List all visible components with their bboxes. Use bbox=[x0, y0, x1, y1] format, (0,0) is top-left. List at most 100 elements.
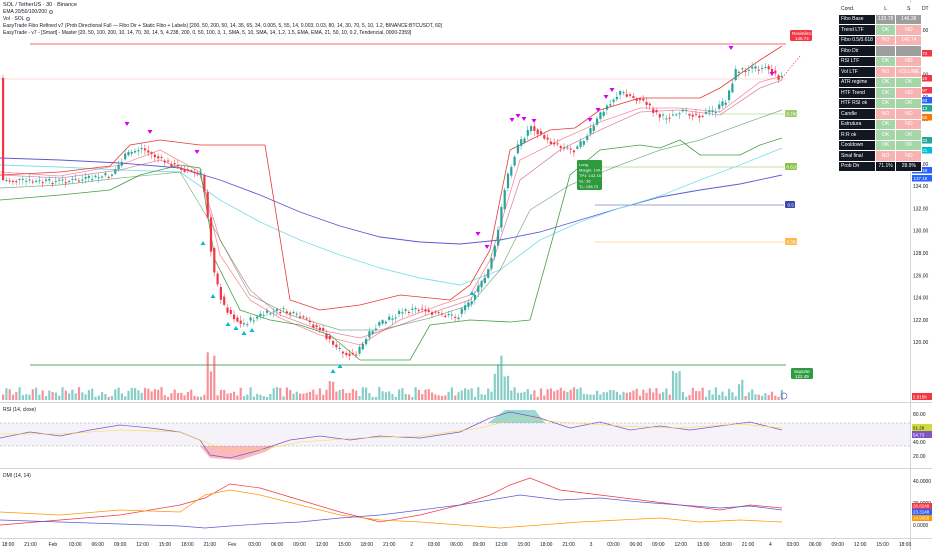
candle-body bbox=[493, 245, 496, 257]
volume-bar bbox=[523, 391, 526, 400]
legend-fibo[interactable]: EasyTrade Fibo Refined v7 (Prob Directio… bbox=[3, 23, 442, 30]
lower-band-line[interactable] bbox=[0, 137, 783, 361]
volume-bar bbox=[87, 390, 90, 400]
candle-body bbox=[681, 109, 684, 112]
candle-body bbox=[559, 146, 562, 149]
support-label-value: 122.49 bbox=[795, 374, 809, 379]
volume-bar bbox=[770, 391, 774, 400]
rsi-title[interactable]: RSI (14, close) bbox=[3, 407, 36, 413]
volume-bar bbox=[596, 390, 599, 400]
candle-body bbox=[539, 131, 543, 134]
scroll-to-realtime-icon[interactable] bbox=[780, 392, 788, 400]
legend-vol[interactable]: Vol · SOL bbox=[3, 16, 31, 23]
ema-200-line[interactable] bbox=[0, 157, 783, 245]
volume-bar bbox=[566, 392, 569, 400]
candle-body bbox=[698, 115, 701, 118]
candle-body bbox=[28, 179, 31, 181]
dashboard-condition: R:R ok bbox=[838, 129, 876, 141]
candle-body bbox=[543, 135, 546, 139]
dmi-plus-line[interactable] bbox=[0, 494, 783, 529]
volume-bar bbox=[114, 389, 117, 400]
symbol-title[interactable]: SOL / TetherUS · 30 · Binance bbox=[3, 2, 77, 9]
time-axis-label: 03:00 bbox=[428, 542, 441, 548]
ema-100-line[interactable] bbox=[0, 147, 783, 286]
volume-bar bbox=[553, 391, 556, 400]
dmi-minus-line[interactable] bbox=[0, 489, 783, 529]
ema-20-line[interactable] bbox=[0, 75, 783, 346]
time-axis-label: 15:00 bbox=[876, 542, 889, 548]
support-label-bg bbox=[791, 368, 813, 379]
candle-body bbox=[688, 113, 691, 116]
volume-bar bbox=[572, 387, 576, 400]
time-axis-label: 06:00 bbox=[91, 542, 104, 548]
candle-body bbox=[209, 217, 213, 252]
upper-band-line[interactable] bbox=[0, 45, 783, 311]
candlestick-series[interactable] bbox=[2, 62, 783, 361]
candle-body bbox=[332, 340, 335, 345]
rsi-axis-label: 80.00 bbox=[913, 412, 926, 418]
price-tag bbox=[912, 137, 932, 144]
legend-ema[interactable]: EMA 20/50/100/200 bbox=[3, 9, 53, 16]
candle-body bbox=[384, 321, 387, 324]
candle-body bbox=[431, 312, 434, 315]
volume-bar bbox=[256, 393, 259, 400]
legend-master[interactable]: EasyTrade - v7 - [Smart] - Master [20, 5… bbox=[3, 30, 411, 37]
long-box-line: Margin: 140.45 bbox=[579, 168, 606, 173]
volume-bar bbox=[242, 396, 246, 400]
dmi-tag-3-text: 14.9658 bbox=[913, 516, 930, 521]
volume-series[interactable] bbox=[2, 352, 783, 400]
volume-bar bbox=[437, 395, 440, 400]
candle-body bbox=[229, 310, 232, 314]
eye-icon[interactable] bbox=[48, 9, 53, 14]
candle-body bbox=[38, 180, 41, 182]
candle-body bbox=[761, 67, 764, 69]
candle-body bbox=[724, 102, 727, 105]
volume-bar bbox=[44, 396, 48, 400]
mid-band-line[interactable] bbox=[0, 109, 783, 331]
sell-signal-marker bbox=[147, 130, 153, 134]
volume-bar bbox=[348, 392, 351, 400]
volume-bar bbox=[143, 387, 147, 400]
volume-bar bbox=[427, 389, 430, 400]
candle-body bbox=[196, 172, 199, 174]
candle-body bbox=[203, 175, 206, 192]
candle-body bbox=[767, 66, 770, 70]
long-signal-box[interactable] bbox=[577, 160, 602, 190]
candle-body bbox=[731, 83, 734, 93]
time-axis-label: 3 bbox=[590, 542, 593, 548]
time-axis[interactable]: 18:00 21:00 Feb 03:00 06:00 09:00 12:00 15:00 18… bbox=[2, 542, 912, 548]
volume-bar bbox=[137, 390, 140, 400]
dmi-tag-2-text: 23.3148 bbox=[913, 510, 930, 515]
volume-bar bbox=[629, 392, 632, 400]
candle-body bbox=[279, 312, 282, 314]
candle-body bbox=[483, 277, 486, 283]
dmi-title[interactable]: DMI (14, 14) bbox=[3, 473, 31, 479]
candle-body bbox=[523, 138, 526, 143]
buy-signal-marker bbox=[249, 328, 255, 332]
ema-50-line[interactable] bbox=[0, 79, 783, 339]
eye-icon[interactable] bbox=[26, 16, 31, 21]
candle-body bbox=[361, 343, 364, 350]
volume-bar bbox=[190, 389, 193, 400]
dashboard-condition: Sinal final bbox=[838, 150, 876, 162]
candle-body bbox=[490, 257, 493, 269]
candle-body bbox=[322, 328, 325, 331]
candle-body bbox=[619, 91, 622, 95]
dashboard-condition: RSI LTF bbox=[838, 55, 876, 67]
dashboard-row: Fibo 0.5/0.618 NO 146.74 bbox=[838, 34, 923, 46]
time-axis-label: 06:00 bbox=[271, 542, 284, 548]
long-box-line: Long bbox=[579, 162, 588, 167]
volume-bar bbox=[543, 395, 546, 400]
volume-bar bbox=[124, 396, 127, 400]
time-axis-label: 03:00 bbox=[787, 542, 800, 548]
candle-body bbox=[249, 317, 252, 321]
time-axis-label: 21:00 bbox=[383, 542, 396, 548]
volume-bar bbox=[546, 389, 549, 400]
candle-body bbox=[609, 104, 612, 106]
volume-value-tag bbox=[912, 393, 932, 400]
support-label-title: Suporte bbox=[794, 369, 810, 374]
dmi-adx-line[interactable] bbox=[0, 477, 783, 526]
volume-bar bbox=[91, 388, 94, 400]
candle-body bbox=[74, 178, 77, 180]
